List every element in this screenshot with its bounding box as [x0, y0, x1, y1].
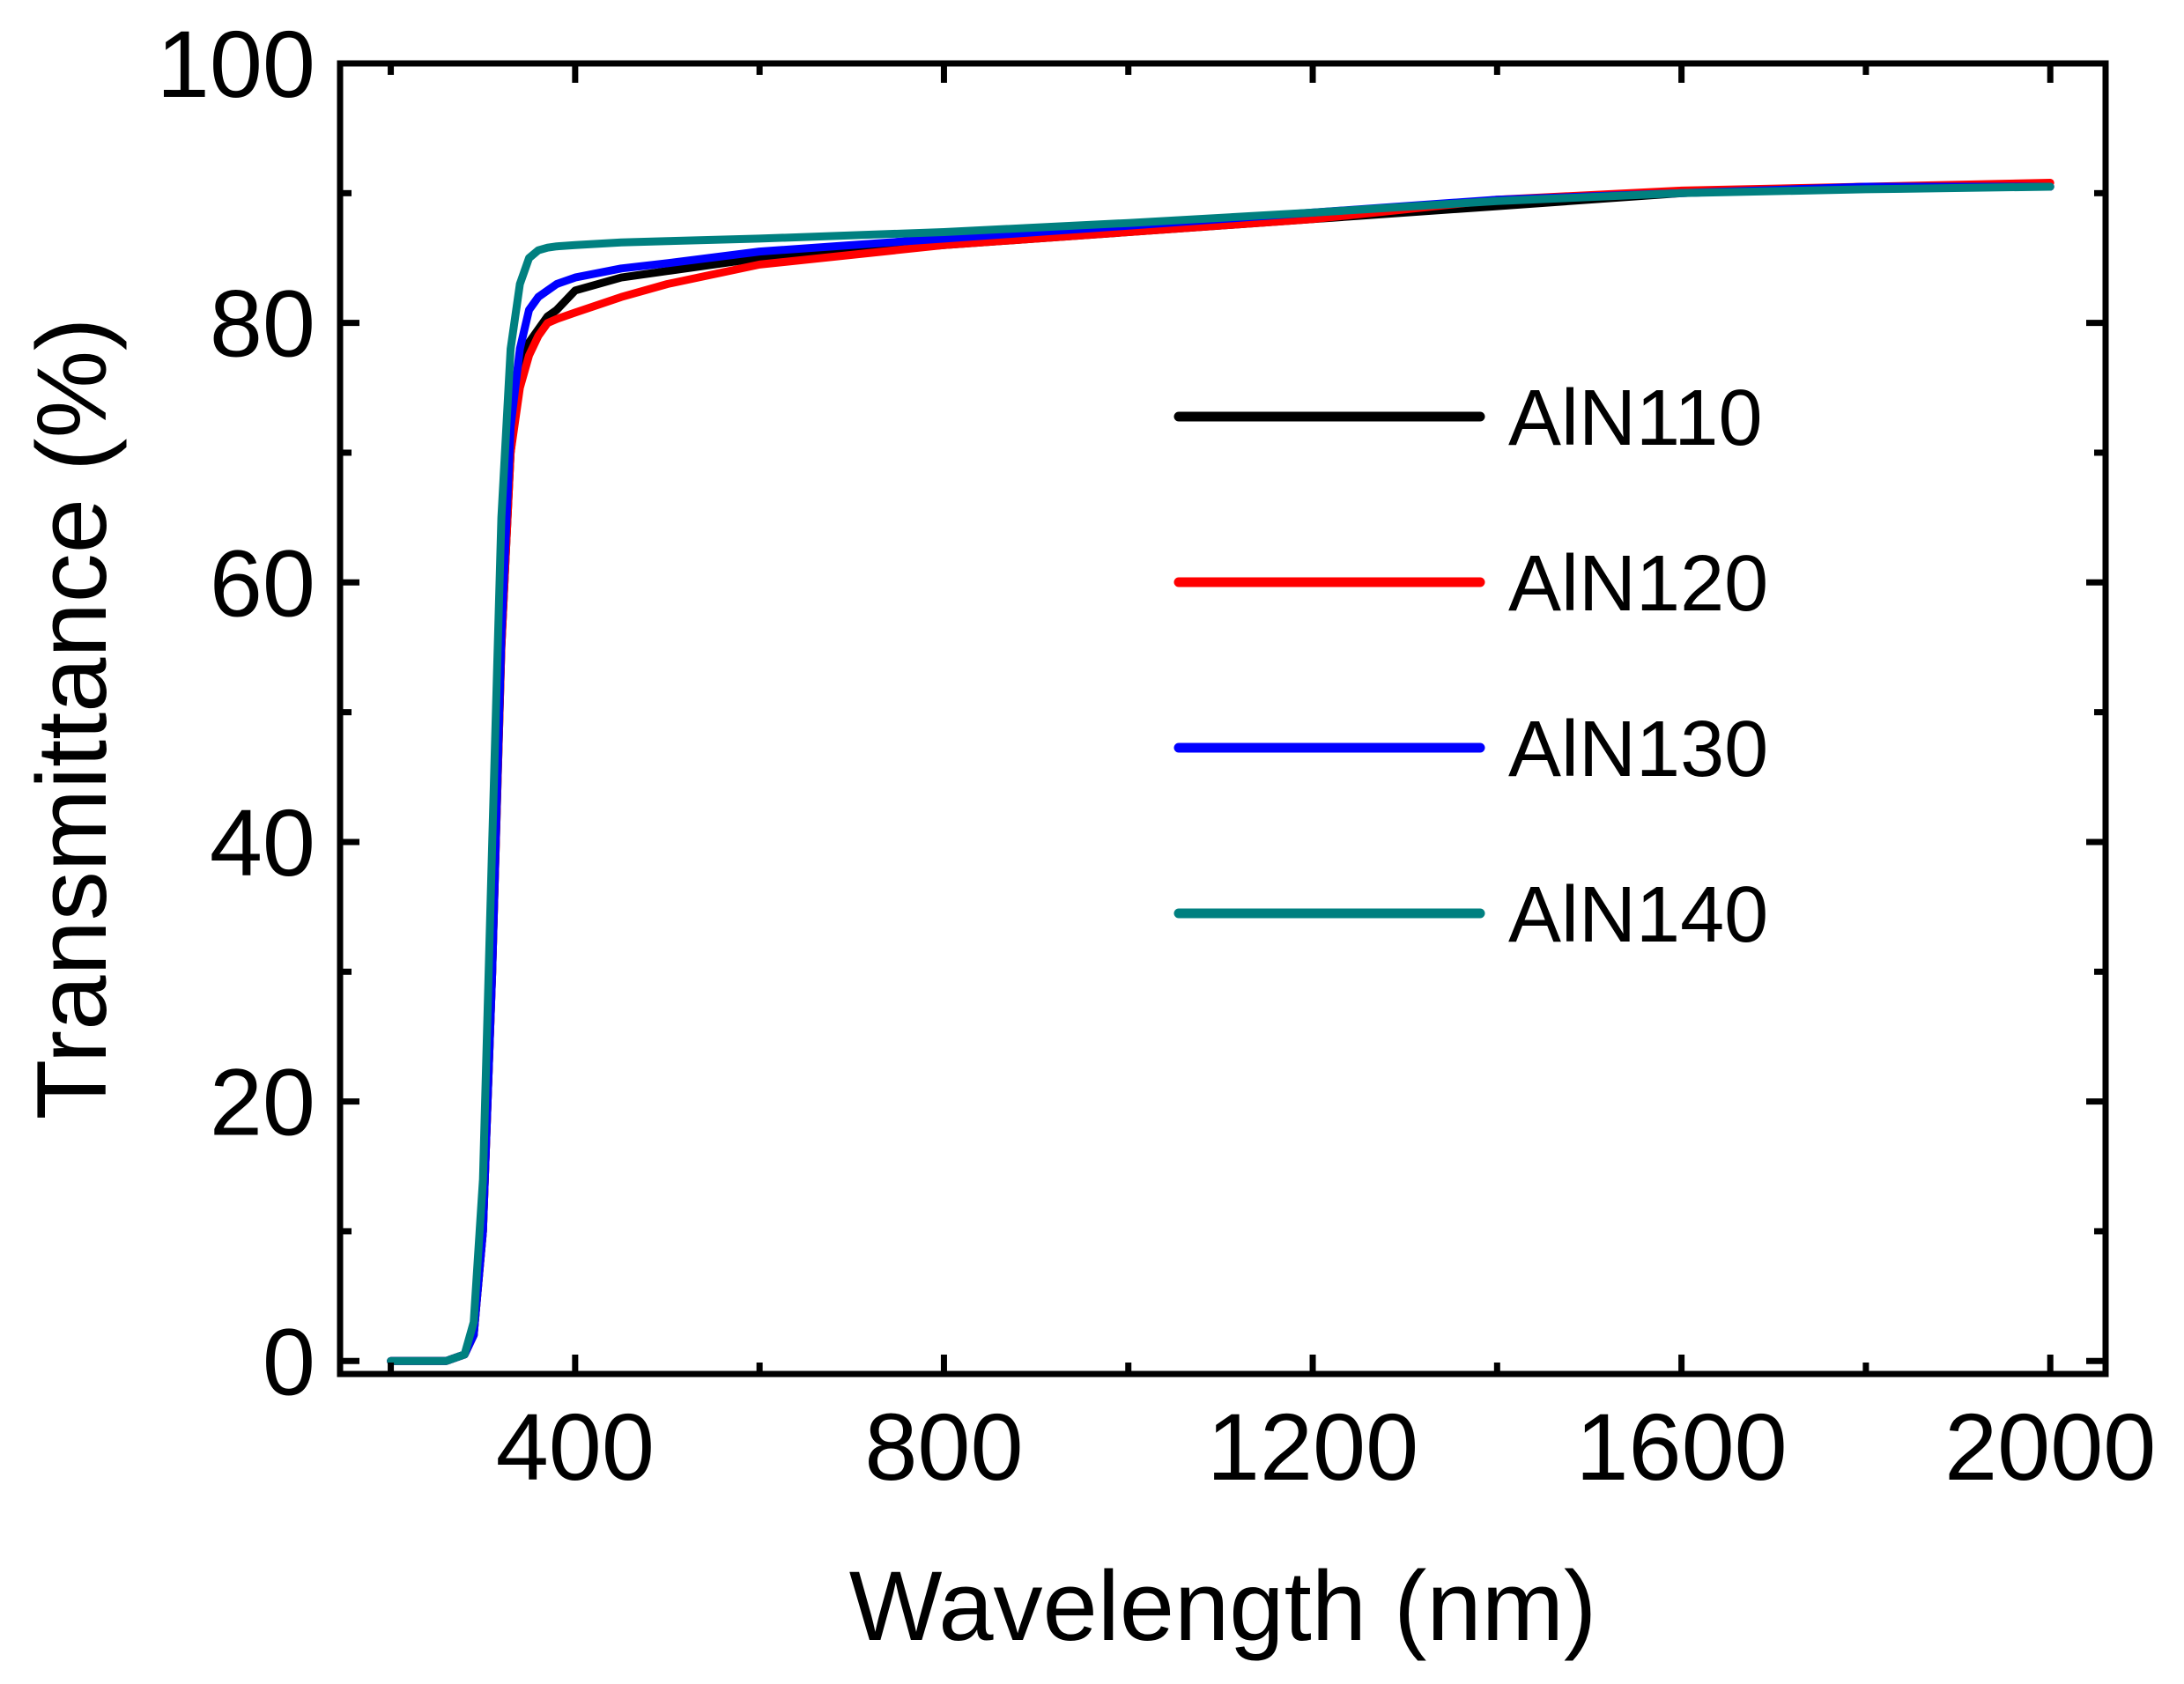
axis-ticks: 400 800 1200 1600 2000 0 20 40 60 80 100	[157, 11, 2157, 1500]
x-tick-label: 2000	[1944, 1393, 2156, 1500]
y-tick-label: 60	[210, 529, 315, 636]
series-line-aln110	[387, 182, 2054, 1365]
y-tick-label: 0	[263, 1308, 315, 1414]
y-tick-label: 80	[210, 270, 315, 377]
plot-frame	[337, 60, 2109, 1377]
series-layer	[387, 179, 2054, 1365]
x-axis-title: Wavelength (nm)	[849, 1551, 1597, 1661]
y-tick-label: 20	[210, 1049, 315, 1156]
legend-label-aln140: AlN140	[1508, 871, 1768, 959]
series-line-aln130	[387, 182, 2054, 1365]
x-tick-label: 800	[864, 1393, 1023, 1500]
y-tick-label: 100	[157, 11, 315, 117]
legend-label-aln120: AlN120	[1508, 540, 1768, 628]
x-tick-label: 400	[496, 1393, 655, 1500]
legend-label-aln110: AlN110	[1508, 374, 1763, 462]
y-axis-title: Transmittance (%)	[17, 318, 127, 1120]
x-tick-label: 1200	[1207, 1393, 1418, 1500]
x-tick-label: 1600	[1575, 1393, 1787, 1500]
y-tick-label: 40	[210, 789, 315, 896]
series-line-aln140	[387, 182, 2054, 1365]
series-line-aln120	[387, 179, 2054, 1365]
legend-label-aln130: AlN130	[1508, 705, 1768, 794]
legend: AlN110 AlN120 AlN130 AlN140	[1173, 374, 1768, 959]
